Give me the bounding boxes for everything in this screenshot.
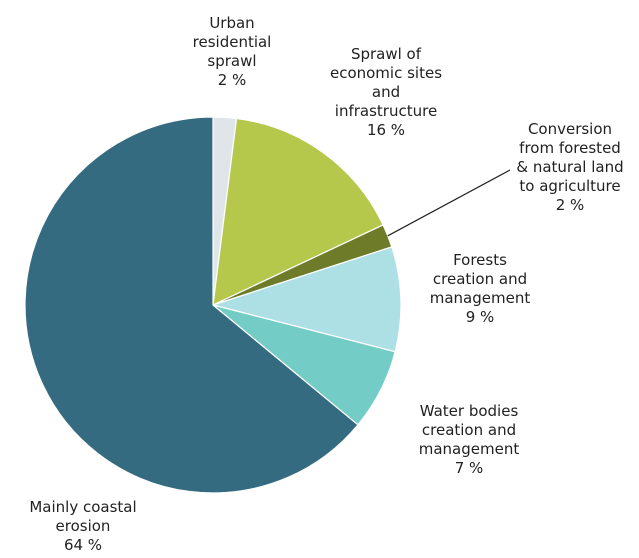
slice-name-line: sprawl [207, 52, 256, 70]
slice-name-line: Mainly coastal [29, 498, 136, 516]
slice-name-line: and [372, 83, 400, 101]
slice-name-line: to agriculture [519, 177, 620, 195]
slice-percent-label: 7 % [455, 459, 484, 477]
slice-name-line: management [430, 289, 531, 307]
pie-slice-4 [210, 246, 402, 353]
slice-name-line: Sprawl of [351, 45, 422, 63]
slice-name-line: management [419, 440, 520, 458]
pie-slice-2 [212, 117, 384, 307]
slice-name-line: Urban [209, 14, 254, 32]
slice-name-line: infrastructure [335, 102, 437, 120]
leader-line [387, 169, 511, 237]
slice-label-5: Water bodies creation and management 7 % [419, 402, 520, 477]
slice-name-line: Conversion [528, 120, 612, 138]
slice-label-1: Urban residential sprawl 2 % [193, 14, 272, 89]
slice-name-line: creation and [422, 421, 516, 439]
slice-name-line: from forested [519, 139, 621, 157]
slice-name-line: Water bodies [420, 402, 519, 420]
slice-percent-label: 2 % [218, 71, 247, 89]
slice-name-line: Forests [453, 251, 507, 269]
slice-label-2: Sprawl of economic sites and infrastructure… [330, 45, 442, 139]
slice-percent-label: 9 % [466, 308, 495, 326]
slice-name-line: & natural land [516, 158, 623, 176]
slice-label-6: Mainly coastal erosion 64 % [29, 498, 136, 554]
slice-name-line: erosion [56, 517, 111, 535]
slice-percent-label: 2 % [556, 196, 585, 214]
pie-slice-6 [24, 116, 359, 494]
slice-name-line: residential [193, 33, 272, 51]
slice-label-4: Forests creation and management 9 % [430, 251, 531, 326]
slice-name-line: economic sites [330, 64, 442, 82]
slice-percent-label: 64 % [64, 536, 102, 554]
slice-percent-label: 16 % [367, 121, 405, 139]
slice-name-line: creation and [433, 270, 527, 288]
slice-label-3: Conversion from forested & natural land to … [516, 120, 623, 214]
